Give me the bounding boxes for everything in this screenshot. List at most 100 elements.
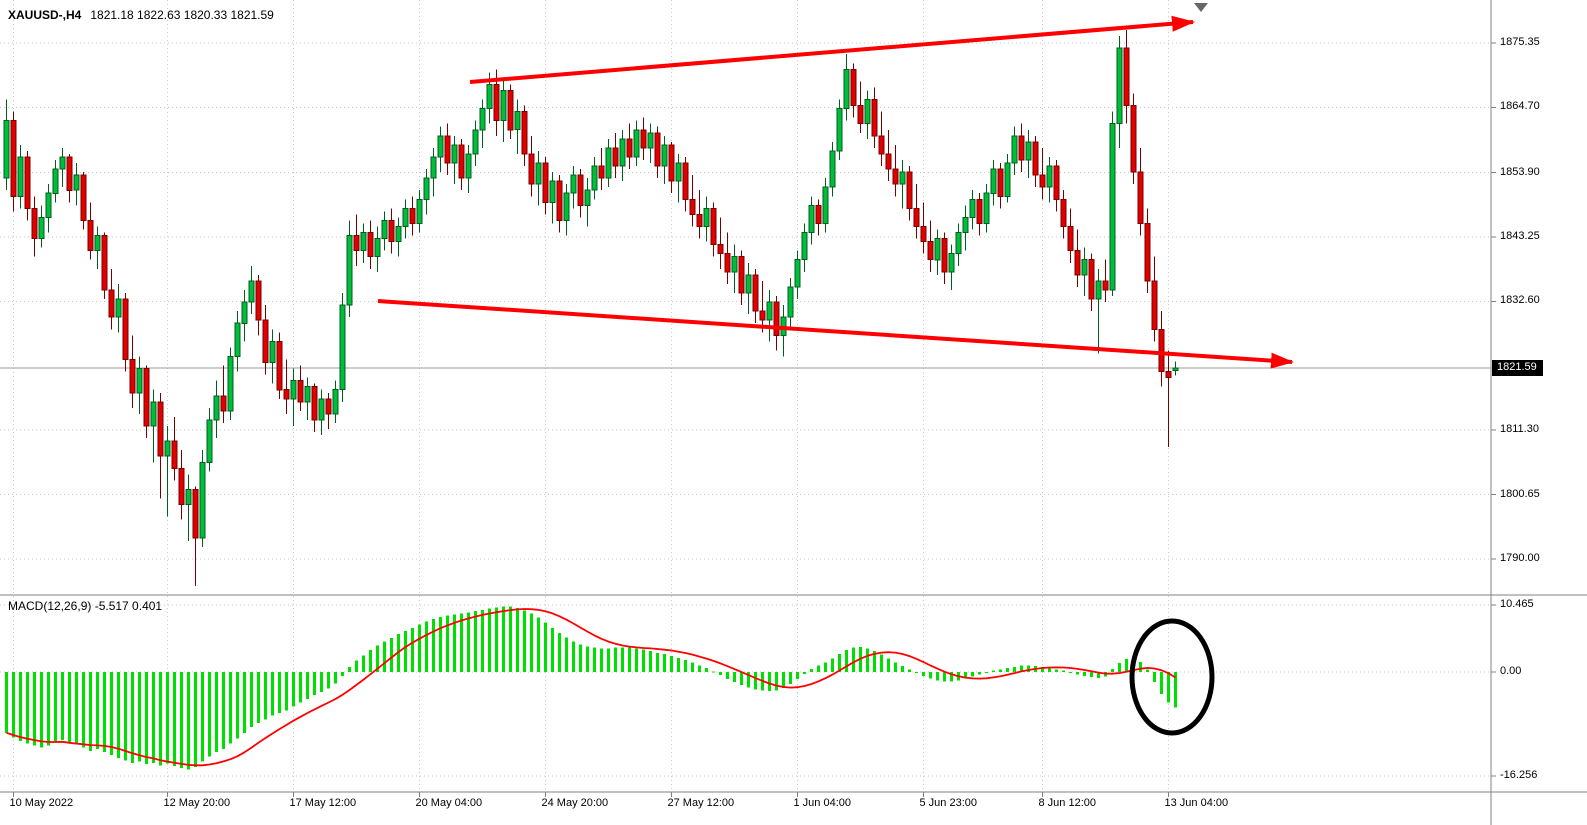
candle bbox=[955, 232, 962, 255]
macd-bar bbox=[579, 644, 582, 672]
candle bbox=[997, 168, 1004, 197]
macd-bar bbox=[313, 672, 316, 696]
candle bbox=[836, 108, 843, 152]
macd-bar bbox=[5, 672, 8, 733]
macd-axis-label: 0.00 bbox=[1500, 665, 1522, 677]
macd-bar bbox=[131, 672, 134, 763]
macd-bar bbox=[257, 672, 260, 724]
candle bbox=[1165, 371, 1172, 379]
time-axis-label: 12 May 20:00 bbox=[163, 797, 231, 809]
macd-bar bbox=[453, 614, 456, 672]
candle bbox=[276, 340, 283, 391]
object-anchor-icon[interactable] bbox=[1194, 3, 1208, 12]
candle bbox=[1011, 135, 1018, 164]
macd-bar bbox=[1167, 672, 1170, 703]
macd-bar bbox=[551, 627, 554, 672]
macd-bar bbox=[936, 672, 939, 681]
candle bbox=[598, 165, 605, 179]
candle bbox=[1158, 328, 1165, 373]
candle bbox=[122, 298, 129, 360]
candle bbox=[129, 359, 136, 394]
trendline[interactable] bbox=[469, 15, 1195, 84]
candle bbox=[297, 380, 304, 403]
candle bbox=[115, 298, 122, 318]
candle bbox=[262, 319, 269, 364]
trendline[interactable] bbox=[377, 299, 1294, 369]
ellipse-annotation[interactable] bbox=[1129, 618, 1215, 736]
candle bbox=[1067, 226, 1074, 252]
candle bbox=[248, 280, 255, 303]
candle bbox=[1109, 123, 1116, 291]
candle bbox=[493, 83, 500, 122]
macd-bar bbox=[733, 672, 736, 683]
candle bbox=[1004, 162, 1011, 197]
time-axis-label: 24 May 20:00 bbox=[541, 797, 609, 809]
candle bbox=[668, 144, 675, 182]
macd-bar bbox=[600, 648, 603, 672]
price-axis-label: 1875.35 bbox=[1500, 36, 1540, 48]
price-axis-label: 1811.30 bbox=[1500, 423, 1539, 436]
macd-bar bbox=[1146, 669, 1149, 672]
macd-bar bbox=[614, 647, 617, 672]
candle bbox=[500, 90, 507, 122]
candle bbox=[304, 386, 311, 403]
macd-bar bbox=[411, 627, 414, 672]
macd-bar bbox=[943, 672, 946, 682]
candle bbox=[437, 135, 444, 158]
candle bbox=[1151, 280, 1158, 330]
macd-bar bbox=[1111, 668, 1114, 672]
macd-bar bbox=[1125, 659, 1128, 672]
macd-bar bbox=[1027, 665, 1030, 672]
candle bbox=[444, 135, 451, 164]
candle bbox=[724, 253, 731, 273]
macd-bar bbox=[271, 672, 274, 716]
macd-bar bbox=[103, 672, 106, 752]
candle bbox=[521, 111, 528, 155]
time-axis-label: 10 May 2022 bbox=[9, 797, 74, 809]
candle bbox=[290, 380, 297, 400]
macd-bar bbox=[488, 608, 491, 672]
candle bbox=[682, 162, 689, 200]
candle bbox=[199, 461, 206, 539]
candle bbox=[192, 489, 199, 539]
macd-bar bbox=[747, 672, 750, 688]
candle bbox=[829, 150, 836, 188]
macd-bar bbox=[1013, 666, 1016, 672]
macd-bar bbox=[663, 654, 666, 672]
macd-bar bbox=[362, 655, 365, 672]
macd-bar bbox=[558, 632, 561, 672]
candle bbox=[185, 489, 192, 506]
macd-bar bbox=[1160, 672, 1163, 694]
macd-bar bbox=[215, 672, 218, 752]
macd-bar bbox=[1020, 665, 1023, 672]
macd-bar bbox=[544, 622, 547, 672]
price-axis-label: 1864.70 bbox=[1500, 100, 1540, 113]
macd-bar bbox=[460, 613, 463, 672]
macd-bar bbox=[978, 672, 981, 675]
candle bbox=[962, 216, 969, 233]
macd-bar bbox=[145, 672, 148, 765]
macd-bar bbox=[306, 672, 309, 699]
macd-bar bbox=[1062, 670, 1065, 672]
candle bbox=[738, 256, 745, 294]
candle bbox=[878, 135, 885, 155]
candle bbox=[787, 286, 794, 318]
macd-bar bbox=[831, 658, 834, 672]
candle bbox=[213, 395, 220, 421]
candle bbox=[234, 322, 241, 358]
macd-bar bbox=[873, 650, 876, 672]
candle bbox=[675, 162, 682, 182]
macd-label-text: MACD(12,26,9) -5.517 0.401 bbox=[8, 599, 163, 613]
macd-bar bbox=[1090, 672, 1093, 678]
macd-bar bbox=[852, 647, 855, 672]
candle bbox=[311, 386, 318, 421]
macd-bar bbox=[320, 672, 323, 692]
macd-bar bbox=[740, 672, 743, 685]
candle bbox=[66, 156, 73, 191]
candle bbox=[1032, 141, 1039, 176]
macd-bar bbox=[572, 641, 575, 672]
candle bbox=[381, 220, 388, 240]
macd-bar bbox=[334, 672, 337, 684]
